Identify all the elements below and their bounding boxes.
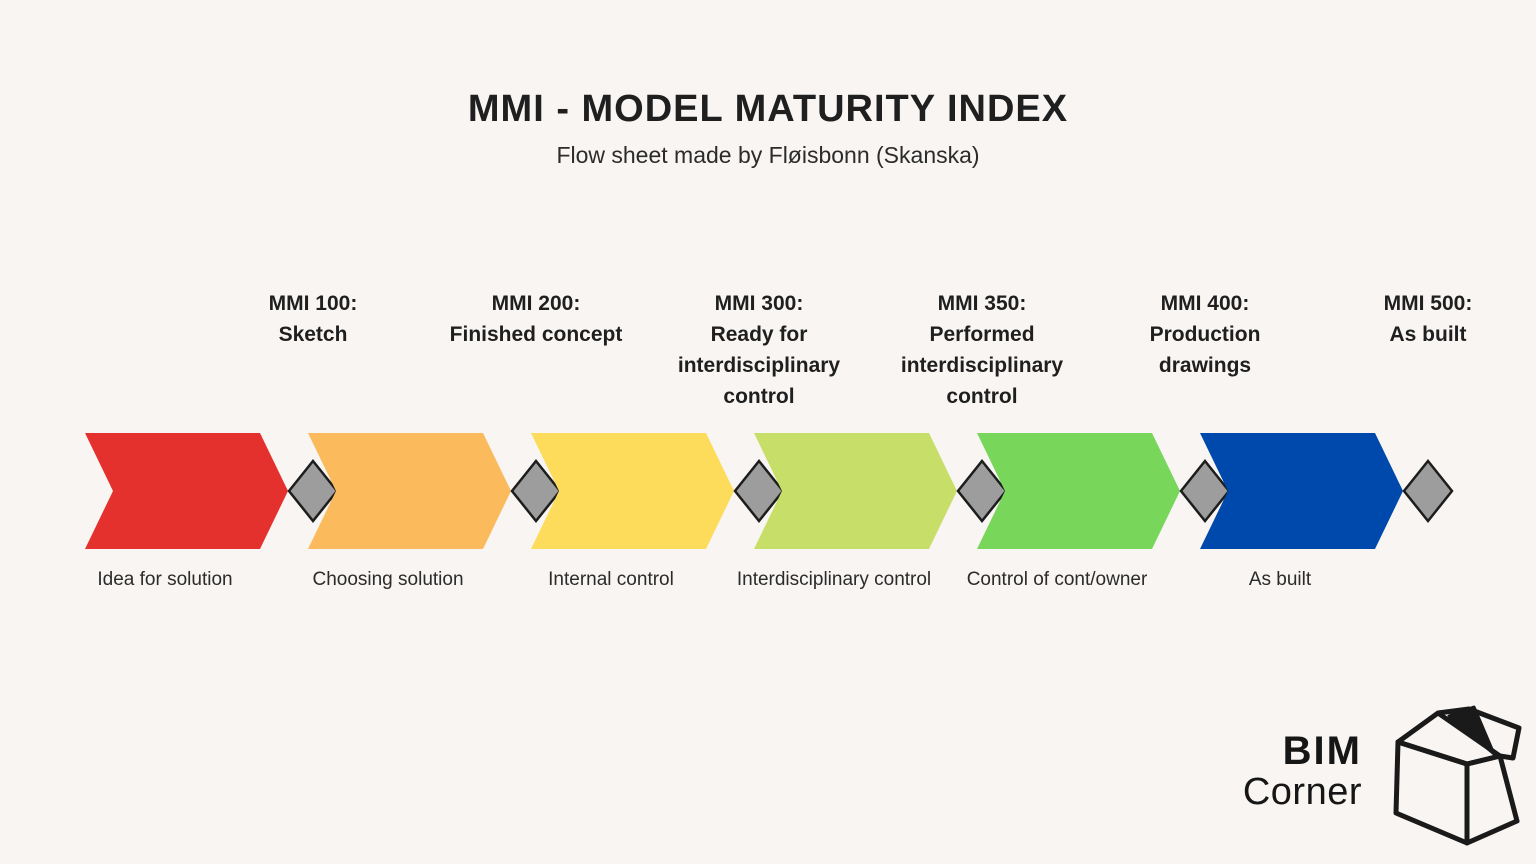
milestone-label: MMI 300: Ready for interdisciplinary contro…: [644, 288, 874, 412]
stage-arrow-shape: [85, 433, 288, 549]
milestone-line: Sketch: [278, 323, 348, 346]
stage-arrow-graphic: [308, 433, 562, 549]
flow-stage: MMI 300: Ready for interdisciplinary contro…: [531, 288, 840, 618]
milestone-diamond-icon: [733, 458, 785, 524]
stage-arrow-shape: [1200, 433, 1403, 549]
open-box-icon: [1393, 705, 1522, 846]
milestone-diamond-icon: [510, 458, 562, 524]
milestone-line: MMI 500:: [1383, 292, 1473, 315]
milestone-line: As built: [1389, 323, 1467, 346]
flow-stage: MMI 350: Performed interdisciplinary contro…: [737, 288, 1063, 618]
phase-label: Control of cont/owner: [966, 569, 1148, 590]
milestone-line: MMI 350:: [937, 292, 1027, 315]
milestone-line: MMI 100:: [268, 292, 358, 315]
milestone-label: MMI 400: Production drawings: [1090, 288, 1320, 381]
milestone-line: control: [946, 385, 1018, 408]
logo-corner-text: Corner: [1242, 771, 1362, 813]
milestone-line: MMI 300:: [714, 292, 804, 315]
page-subtitle: Flow sheet made by Fløisbonn (Skanska): [556, 142, 980, 168]
milestone-label: MMI 200: Finished concept: [421, 288, 651, 350]
phase-label: Choosing solution: [312, 569, 464, 590]
logo-bim-text: BIM: [1282, 729, 1362, 773]
stage-arrow-graphic: [531, 433, 785, 549]
stage-arrow-graphic: [85, 433, 339, 549]
milestone-diamond-icon: [1402, 458, 1454, 524]
milestone-line: Production: [1149, 323, 1261, 346]
phase-label: Idea for solution: [97, 569, 233, 590]
stage-arrow-shape: [977, 433, 1180, 549]
milestone-line: MMI 200:: [491, 292, 581, 315]
milestone-line: Performed: [929, 323, 1035, 346]
milestone-diamond-icon: [287, 458, 339, 524]
milestone-line: MMI 400:: [1160, 292, 1250, 315]
logo-wordmark: BIM Corner: [1243, 729, 1362, 811]
stage-arrow-shape: [308, 433, 511, 549]
phase-label: Internal control: [548, 569, 674, 590]
stage-arrow-graphic: [1200, 433, 1454, 549]
milestone-label: MMI 500: As built: [1313, 288, 1536, 350]
phase-label: Interdisciplinary control: [736, 569, 932, 590]
milestone-label: MMI 100: Sketch: [198, 288, 428, 350]
milestone-line: Ready for: [710, 323, 808, 346]
milestone-line: control: [723, 385, 795, 408]
flow-stage: MMI 200: Finished concept Choosing soluti…: [308, 288, 622, 618]
milestone-label: MMI 350: Performed interdisciplinary contro…: [867, 288, 1097, 412]
stage-arrow-graphic: [754, 433, 1008, 549]
phase-label: As built: [1248, 569, 1312, 590]
flow-stage: MMI 400: Production drawings Control of co…: [967, 288, 1261, 618]
milestone-diamond-icon: [956, 458, 1008, 524]
milestone-line: drawings: [1158, 354, 1252, 377]
milestone-line: interdisciplinary: [677, 354, 841, 377]
page-title: MMI - MODEL MATURITY INDEX: [467, 88, 1069, 130]
flow-stage: MMI 500: As built As built: [1200, 288, 1472, 618]
milestone-diamond-icon: [1179, 458, 1231, 524]
milestone-line: interdisciplinary: [900, 354, 1064, 377]
stage-arrow-shape: [531, 433, 734, 549]
milestone-line: Finished concept: [449, 323, 623, 346]
stage-arrow-graphic: [977, 433, 1231, 549]
flow-stage: MMI 100: Sketch Idea for solution: [85, 288, 357, 618]
stage-arrow-shape: [754, 433, 957, 549]
